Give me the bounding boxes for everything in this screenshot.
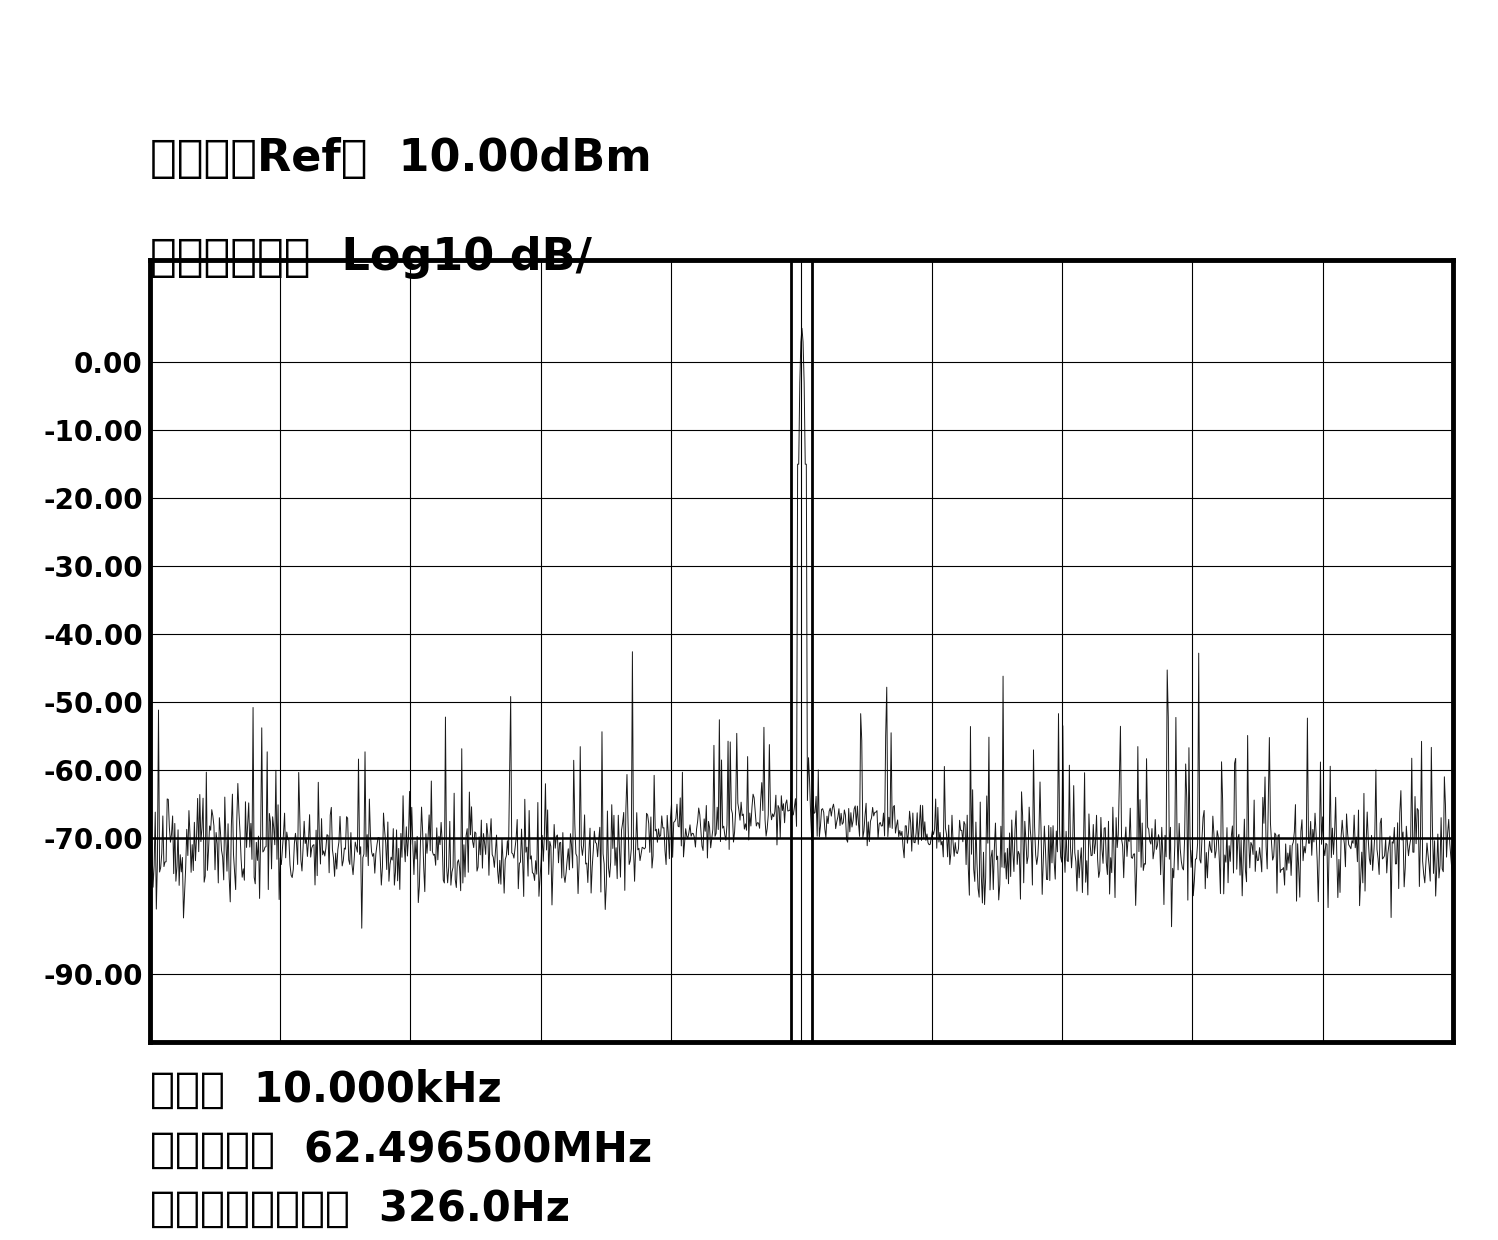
Text: 中心频率：  62.496500MHz: 中心频率： 62.496500MHz: [150, 1128, 652, 1171]
Text: 扫宽：  10.000kHz: 扫宽： 10.000kHz: [150, 1069, 502, 1111]
Text: 参考电平Ref：  10.00dBm: 参考电平Ref： 10.00dBm: [150, 136, 652, 180]
Text: 纵坐标单位：  Log10 dB/: 纵坐标单位： Log10 dB/: [150, 236, 592, 279]
Text: 占用的频带宽度：  326.0Hz: 占用的频带宽度： 326.0Hz: [150, 1188, 569, 1230]
